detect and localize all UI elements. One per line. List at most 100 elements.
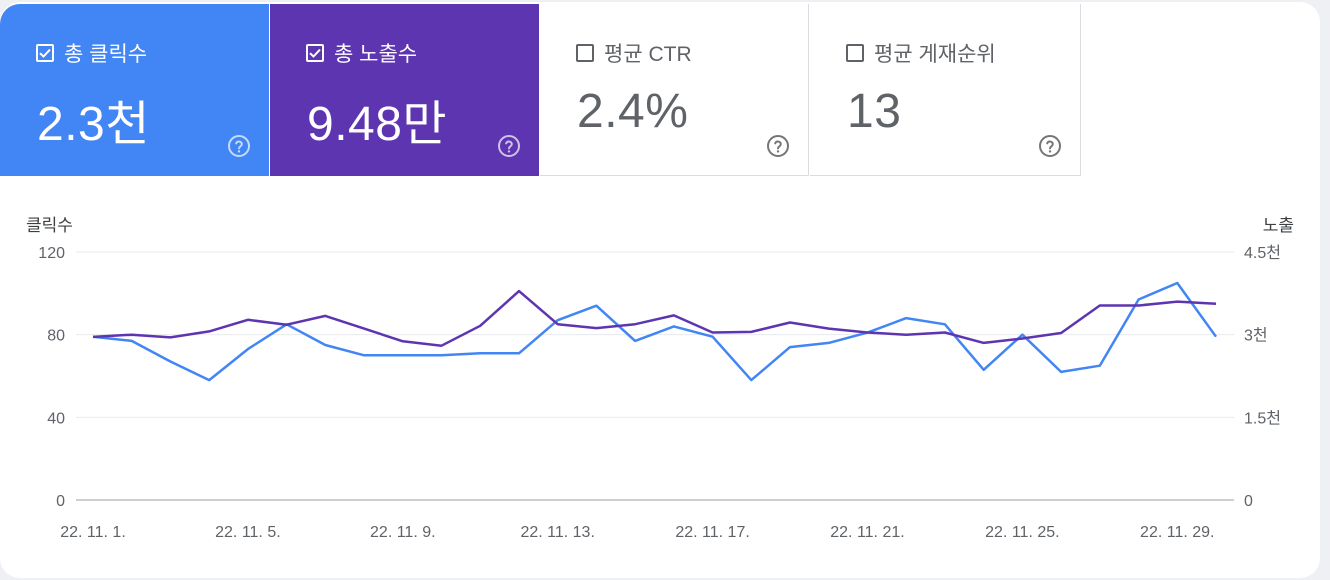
- left-tick-labels: 0 40 80 120: [38, 245, 65, 510]
- series-line: [92, 281, 1218, 382]
- help-icon[interactable]: [497, 134, 521, 158]
- metric-value: 2.4%: [577, 85, 689, 138]
- data-point: [828, 328, 829, 329]
- left-tick-label: 120: [38, 245, 65, 262]
- data-point: [751, 331, 752, 332]
- data-point: [983, 342, 984, 343]
- left-tick-label: 80: [47, 328, 65, 345]
- metric-total-clicks[interactable]: 총 클릭수 2.3천: [0, 4, 269, 176]
- metric-total-impressions[interactable]: 총 노출수 9.48만: [270, 4, 539, 176]
- metric-average-position[interactable]: 평균 게재순위 13: [810, 4, 1081, 176]
- data-point: [1022, 338, 1023, 339]
- data-point: [441, 355, 442, 356]
- x-tick-label: 22. 11. 13.: [520, 524, 594, 541]
- data-point: [209, 380, 210, 381]
- data-point: [712, 332, 713, 333]
- data-point: [828, 342, 829, 343]
- data-point: [635, 324, 636, 325]
- help-icon[interactable]: [227, 134, 251, 158]
- data-point: [1216, 336, 1217, 337]
- data-point: [131, 334, 132, 335]
- data-point: [790, 347, 791, 348]
- left-tick-label: 40: [47, 410, 65, 427]
- data-point: [364, 328, 365, 329]
- data-point: [1138, 305, 1139, 306]
- x-tick-label: 22. 11. 29.: [1140, 524, 1214, 541]
- metric-value: 2.3천: [37, 98, 150, 151]
- data-point: [1138, 299, 1139, 300]
- metric-label-row: 평균 게재순위: [846, 38, 996, 68]
- checkbox-unchecked-icon[interactable]: [846, 44, 864, 62]
- data-point: [364, 355, 365, 356]
- data-point: [1099, 305, 1100, 306]
- data-point: [596, 305, 597, 306]
- data-point: [1216, 303, 1217, 304]
- performance-chart: 클릭수 노출 0 40 80 120 0 1.5천 3천 4.5천 22. 11. 1. 22…: [0, 178, 1320, 578]
- x-tick-label: 22. 11. 5.: [215, 524, 281, 541]
- data-point: [751, 380, 752, 381]
- right-tick-labels: 0 1.5천 3천 4.5천: [1244, 244, 1281, 510]
- data-point: [247, 319, 248, 320]
- metric-label-row: 총 클릭수: [36, 38, 147, 68]
- data-point: [170, 337, 171, 338]
- data-point: [209, 331, 210, 332]
- metric-label: 총 클릭수: [64, 43, 148, 66]
- metric-label: 평균 게재순위: [874, 43, 996, 66]
- x-tick-label: 22. 11. 17.: [675, 524, 749, 541]
- x-tick-label: 22. 11. 21.: [830, 524, 904, 541]
- data-point: [402, 341, 403, 342]
- data-point: [1177, 283, 1178, 284]
- left-axis-title: 클릭수: [26, 216, 73, 235]
- help-icon[interactable]: [766, 134, 790, 158]
- x-tick-label: 22. 11. 9.: [370, 524, 436, 541]
- metric-average-ctr[interactable]: 평균 CTR 2.4%: [540, 4, 809, 176]
- right-tick-label: 3천: [1244, 327, 1268, 345]
- x-tick-label: 22. 11. 25.: [985, 524, 1059, 541]
- series-line: [92, 289, 1217, 347]
- data-point: [325, 315, 326, 316]
- data-point: [286, 324, 287, 325]
- help-icon[interactable]: [1038, 134, 1062, 158]
- x-tick-labels: 22. 11. 1. 22. 11. 5. 22. 11. 9. 22. 11. 13…: [60, 524, 1214, 541]
- data-point: [170, 361, 171, 362]
- data-point: [402, 355, 403, 356]
- data-point: [944, 332, 945, 333]
- data-point: [441, 345, 442, 346]
- x-tick-label: 22. 11. 1.: [60, 524, 126, 541]
- grid-lines: [76, 251, 1234, 501]
- checkbox-checked-icon[interactable]: [36, 44, 54, 62]
- left-tick-label: 0: [56, 493, 65, 510]
- data-point: [635, 340, 636, 341]
- data-point: [557, 324, 558, 325]
- data-point: [480, 353, 481, 354]
- data-point: [790, 322, 791, 323]
- data-point: [906, 334, 907, 335]
- metric-label: 총 노출수: [334, 43, 418, 66]
- data-point: [518, 291, 519, 292]
- checkbox-unchecked-icon[interactable]: [576, 44, 594, 62]
- data-point: [557, 320, 558, 321]
- data-point: [1099, 365, 1100, 366]
- metric-value: 13: [847, 85, 902, 138]
- checkbox-checked-icon[interactable]: [306, 44, 324, 62]
- data-point: [1061, 371, 1062, 372]
- right-tick-label: 4.5천: [1244, 244, 1281, 262]
- data-point: [480, 325, 481, 326]
- metric-label-row: 평균 CTR: [576, 38, 692, 68]
- right-tick-label: 1.5천: [1244, 409, 1281, 427]
- series-lines: [92, 281, 1218, 382]
- data-point: [983, 369, 984, 370]
- data-point: [1022, 334, 1023, 335]
- data-point: [596, 328, 597, 329]
- data-point: [944, 324, 945, 325]
- data-point: [906, 318, 907, 319]
- data-point: [867, 332, 868, 333]
- data-point: [712, 336, 713, 337]
- data-point: [673, 326, 674, 327]
- metric-value: 9.48만: [307, 98, 448, 151]
- right-tick-label: 0: [1244, 493, 1253, 510]
- data-point: [673, 315, 674, 316]
- metric-label: 평균 CTR: [604, 43, 692, 66]
